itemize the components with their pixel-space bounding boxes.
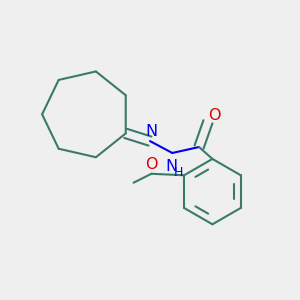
Text: H: H bbox=[173, 166, 183, 179]
Text: O: O bbox=[208, 108, 221, 123]
Text: N: N bbox=[145, 124, 157, 139]
Text: O: O bbox=[145, 158, 158, 172]
Text: N: N bbox=[166, 159, 178, 174]
